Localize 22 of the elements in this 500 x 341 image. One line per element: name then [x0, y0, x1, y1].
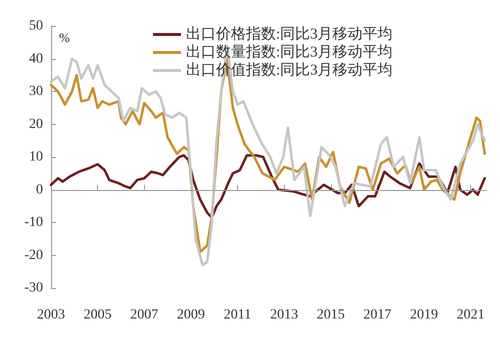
x-tick-label: 2005: [84, 308, 112, 322]
y-tick-label: 50: [29, 18, 43, 34]
y-tick-label: -30: [24, 280, 43, 296]
x-tick-label: 2003: [37, 308, 65, 322]
y-tick-label: 40: [29, 51, 43, 66]
legend-label: 出口数量指数:同比3月移动平均: [186, 44, 393, 60]
x-tick-label: 2015: [316, 308, 345, 322]
x-tick-label: 2019: [410, 308, 438, 322]
x-tick-label: 2017: [363, 308, 392, 322]
y-tick-label: -10: [24, 215, 43, 230]
y-tick-label: 0: [36, 182, 43, 198]
y-axis-title: %: [59, 30, 70, 45]
x-tick-label: 2009: [176, 308, 205, 322]
y-tick-label: 30: [29, 84, 43, 99]
x-tick-label: 2013: [270, 308, 298, 322]
x-tick-label: 2011: [224, 308, 252, 322]
legend-label: 出口价格指数:同比3月移动平均: [186, 26, 393, 42]
x-tick-label: 2021: [456, 308, 485, 322]
y-tick-label: -20: [24, 248, 43, 263]
y-tick-label: 20: [29, 116, 43, 132]
x-tick-label: 2007: [130, 308, 158, 322]
y-tick-label: 10: [29, 150, 43, 164]
